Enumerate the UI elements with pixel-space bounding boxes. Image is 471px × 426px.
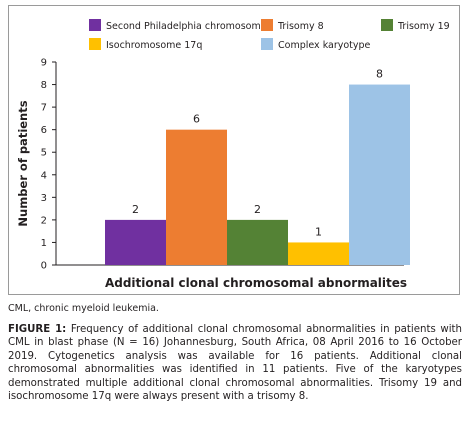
legend-label: Second Philadelphia chromosome: [106, 21, 267, 32]
bar-data-label: 6: [193, 113, 200, 126]
y-tick-label: 0: [41, 261, 47, 272]
legend-label: Complex karyotype: [278, 40, 371, 51]
bar: [166, 129, 227, 265]
y-tick-label: 9: [41, 58, 47, 69]
legend-label: Trisomy 8: [277, 21, 324, 32]
bar-data-label: 2: [132, 203, 139, 216]
figure-label: FIGURE 1:: [8, 324, 67, 335]
y-tick-label: 8: [41, 80, 47, 91]
y-tick-label: 5: [41, 148, 47, 159]
y-tick-label: 2: [41, 215, 47, 226]
y-axis-title: Number of patients: [16, 100, 30, 226]
x-axis-title: Additional clonal chromosomal abnormalit…: [105, 276, 407, 290]
y-tick-label: 6: [41, 125, 47, 136]
bar: [105, 219, 166, 265]
chart-frame: Second Philadelphia chromosome Trisomy 8 T…: [8, 5, 460, 295]
legend-label: Trisomy 19: [397, 21, 450, 32]
figure-caption-text: Frequency of additional clonal chromosom…: [8, 324, 462, 403]
y-tick-label: 7: [41, 103, 47, 114]
legend-swatch: [89, 38, 101, 50]
legend-swatch: [261, 38, 273, 50]
y-tick-label: 3: [41, 193, 47, 204]
bar: [288, 242, 349, 265]
legend-swatch: [381, 19, 393, 31]
bar-data-label: 8: [376, 68, 383, 81]
bar: [349, 84, 410, 265]
abbreviation-footnote: CML, chronic myeloid leukemia.: [8, 303, 159, 314]
figure-caption: FIGURE 1: Frequency of additional clonal…: [8, 323, 462, 403]
bar-data-label: 2: [254, 203, 261, 216]
bar-chart: Second Philadelphia chromosome Trisomy 8 T…: [16, 19, 450, 290]
y-tick-label: 1: [41, 238, 47, 249]
bar: [227, 219, 288, 265]
legend-swatch: [89, 19, 101, 31]
bar-data-label: 1: [315, 225, 322, 238]
legend-label: Isochromosome 17q: [106, 40, 202, 51]
y-tick-label: 4: [41, 170, 47, 181]
legend-swatch: [261, 19, 273, 31]
